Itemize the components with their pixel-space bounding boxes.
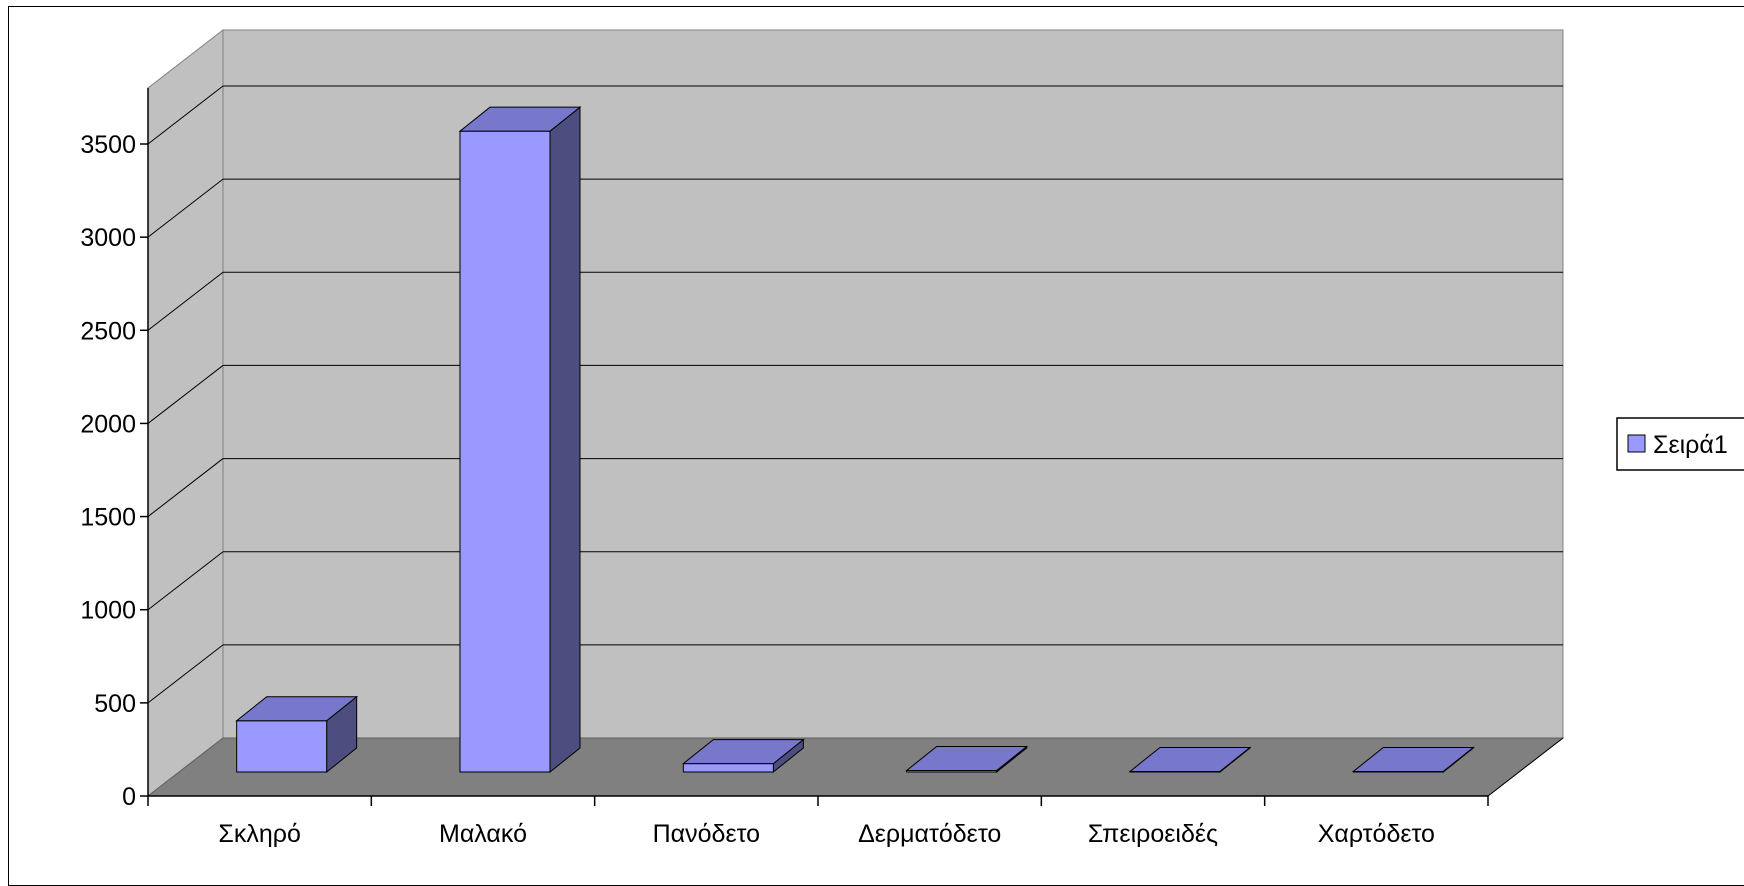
y-axis-ticks: 0 500 1000 1500 2000 2500 3000 3500: [80, 131, 148, 811]
bar-front: [236, 720, 328, 773]
bar-1: [235, 695, 359, 774]
bar-top: [235, 696, 359, 722]
gridline-side: [147, 644, 224, 704]
bar-top: [1351, 746, 1475, 772]
x-tick-label: Σπειροειδές: [1088, 820, 1218, 848]
floor-plane: [146, 737, 1565, 797]
bars: [235, 106, 1475, 774]
gridline-side: [147, 365, 224, 424]
bar-5: [1128, 746, 1252, 774]
gridline-side: [147, 85, 224, 145]
x-tick-label: Δερματόδετο: [858, 820, 1001, 848]
gridline-side: [147, 551, 224, 611]
chart-floor: [146, 737, 1565, 797]
bar-front: [459, 130, 551, 773]
bar-4: [905, 745, 1029, 774]
bar-side: [549, 106, 581, 774]
legend-label: Σειρά1: [1653, 431, 1728, 459]
back-wall: [222, 29, 1564, 739]
y-tick-label: 0: [122, 783, 136, 811]
y-tick-label: 1000: [80, 597, 136, 625]
bar-3: [681, 738, 805, 774]
x-tick-label: Πανόδετο: [653, 820, 760, 848]
y-tick-label: 1500: [80, 504, 136, 532]
bar-2: [458, 106, 582, 774]
gridlines: [147, 85, 1563, 704]
bar-top: [681, 739, 805, 765]
legend-swatch: [1627, 434, 1646, 453]
y-tick-label: 2000: [80, 410, 136, 438]
y-tick-label: 3500: [80, 131, 136, 159]
gridline-side: [147, 271, 224, 331]
x-tick-label: Σκληρό: [218, 820, 300, 848]
bar-front: [682, 763, 774, 773]
side-wall: [147, 28, 224, 798]
legend: Σειρά1: [1616, 417, 1744, 471]
gridline-side: [147, 458, 224, 517]
bar-top: [905, 746, 1029, 772]
gridline-side: [147, 178, 224, 238]
chart-walls: [147, 28, 1564, 798]
y-tick-label: 2500: [80, 317, 136, 345]
bar-top: [458, 106, 582, 132]
bar-6: [1351, 746, 1475, 774]
x-tick-label: Μαλακό: [439, 820, 527, 848]
x-tick-label: Χαρτόδετο: [1318, 820, 1435, 848]
x-axis-ticks: Σκληρό Μαλακό Πανόδετο Δερματόδετο Σπειροειδ…: [147, 796, 1489, 848]
bar-top: [1128, 746, 1252, 772]
floor-right-edge: [1487, 737, 1564, 797]
y-tick-label: 500: [94, 690, 136, 718]
y-tick-label: 3000: [80, 224, 136, 252]
